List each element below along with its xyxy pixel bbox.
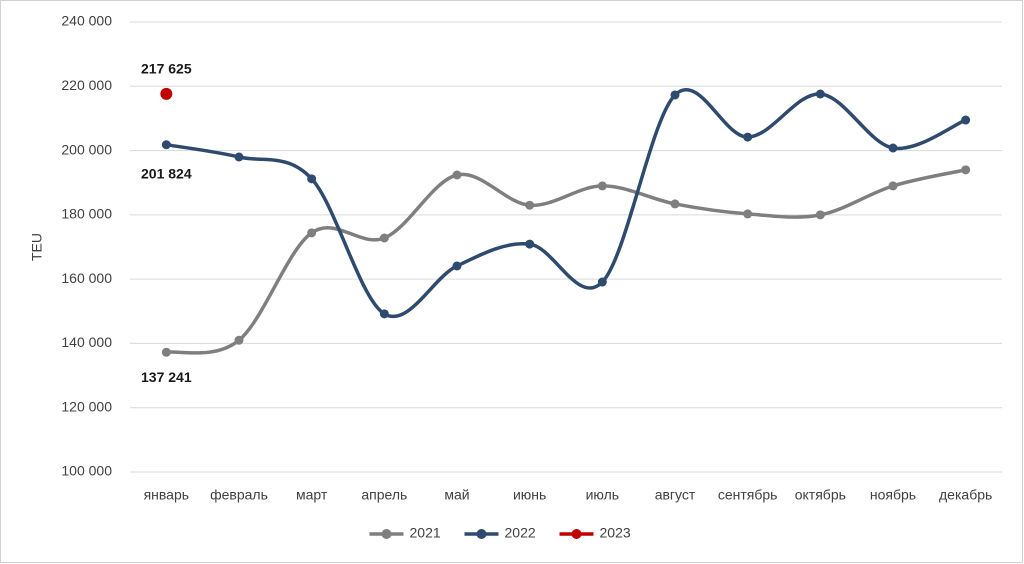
data-point <box>234 152 244 162</box>
data-point <box>379 233 389 243</box>
data-point <box>452 170 462 180</box>
x-tick-label: февраль <box>210 487 268 503</box>
data-point <box>307 174 317 184</box>
x-tick-label: сентябрь <box>718 487 778 503</box>
y-tick-label: 100 000 <box>61 463 112 479</box>
data-point <box>525 200 535 210</box>
x-tick-label: август <box>655 487 696 503</box>
legend-swatch-marker <box>476 529 487 539</box>
data-point <box>160 87 173 100</box>
data-point <box>234 335 244 345</box>
legend-swatch-marker <box>381 529 392 539</box>
value-label: 201 824 <box>141 165 192 181</box>
data-point <box>597 277 607 287</box>
data-point <box>670 90 680 100</box>
data-point <box>888 143 898 153</box>
x-tick-label: март <box>296 487 328 503</box>
data-point <box>888 181 898 191</box>
value-label: 137 241 <box>141 369 192 385</box>
data-point <box>307 228 317 238</box>
data-point <box>815 89 825 99</box>
legend-label: 2023 <box>600 525 631 541</box>
x-tick-label: апрель <box>361 487 407 503</box>
x-tick-label: январь <box>144 487 189 503</box>
y-axis-title: TEU <box>29 233 45 261</box>
data-point <box>161 347 171 357</box>
legend-swatch-marker <box>571 529 582 539</box>
data-point <box>961 115 971 125</box>
x-tick-label: май <box>444 487 469 503</box>
data-point <box>597 181 607 191</box>
data-point <box>161 140 171 150</box>
value-label: 217 625 <box>141 61 192 77</box>
legend-label: 2021 <box>410 525 441 541</box>
data-point <box>961 165 971 175</box>
y-tick-label: 140 000 <box>61 334 112 350</box>
y-tick-label: 240 000 <box>61 13 112 29</box>
y-tick-label: 180 000 <box>61 206 112 222</box>
data-point <box>525 239 535 249</box>
y-tick-label: 160 000 <box>61 270 112 286</box>
x-tick-label: июнь <box>513 487 546 503</box>
data-point <box>452 261 462 271</box>
x-tick-label: ноябрь <box>870 487 916 503</box>
data-point <box>670 199 680 209</box>
x-tick-label: июль <box>586 487 619 503</box>
x-tick-label: октябрь <box>795 487 846 503</box>
data-point <box>743 132 753 142</box>
legend-label: 2022 <box>505 525 536 541</box>
x-tick-label: декабрь <box>939 487 992 503</box>
data-point <box>743 209 753 219</box>
data-point <box>379 309 389 319</box>
data-point <box>815 210 825 220</box>
y-tick-label: 220 000 <box>61 77 112 93</box>
y-tick-label: 200 000 <box>61 141 112 157</box>
y-tick-label: 120 000 <box>61 398 112 414</box>
